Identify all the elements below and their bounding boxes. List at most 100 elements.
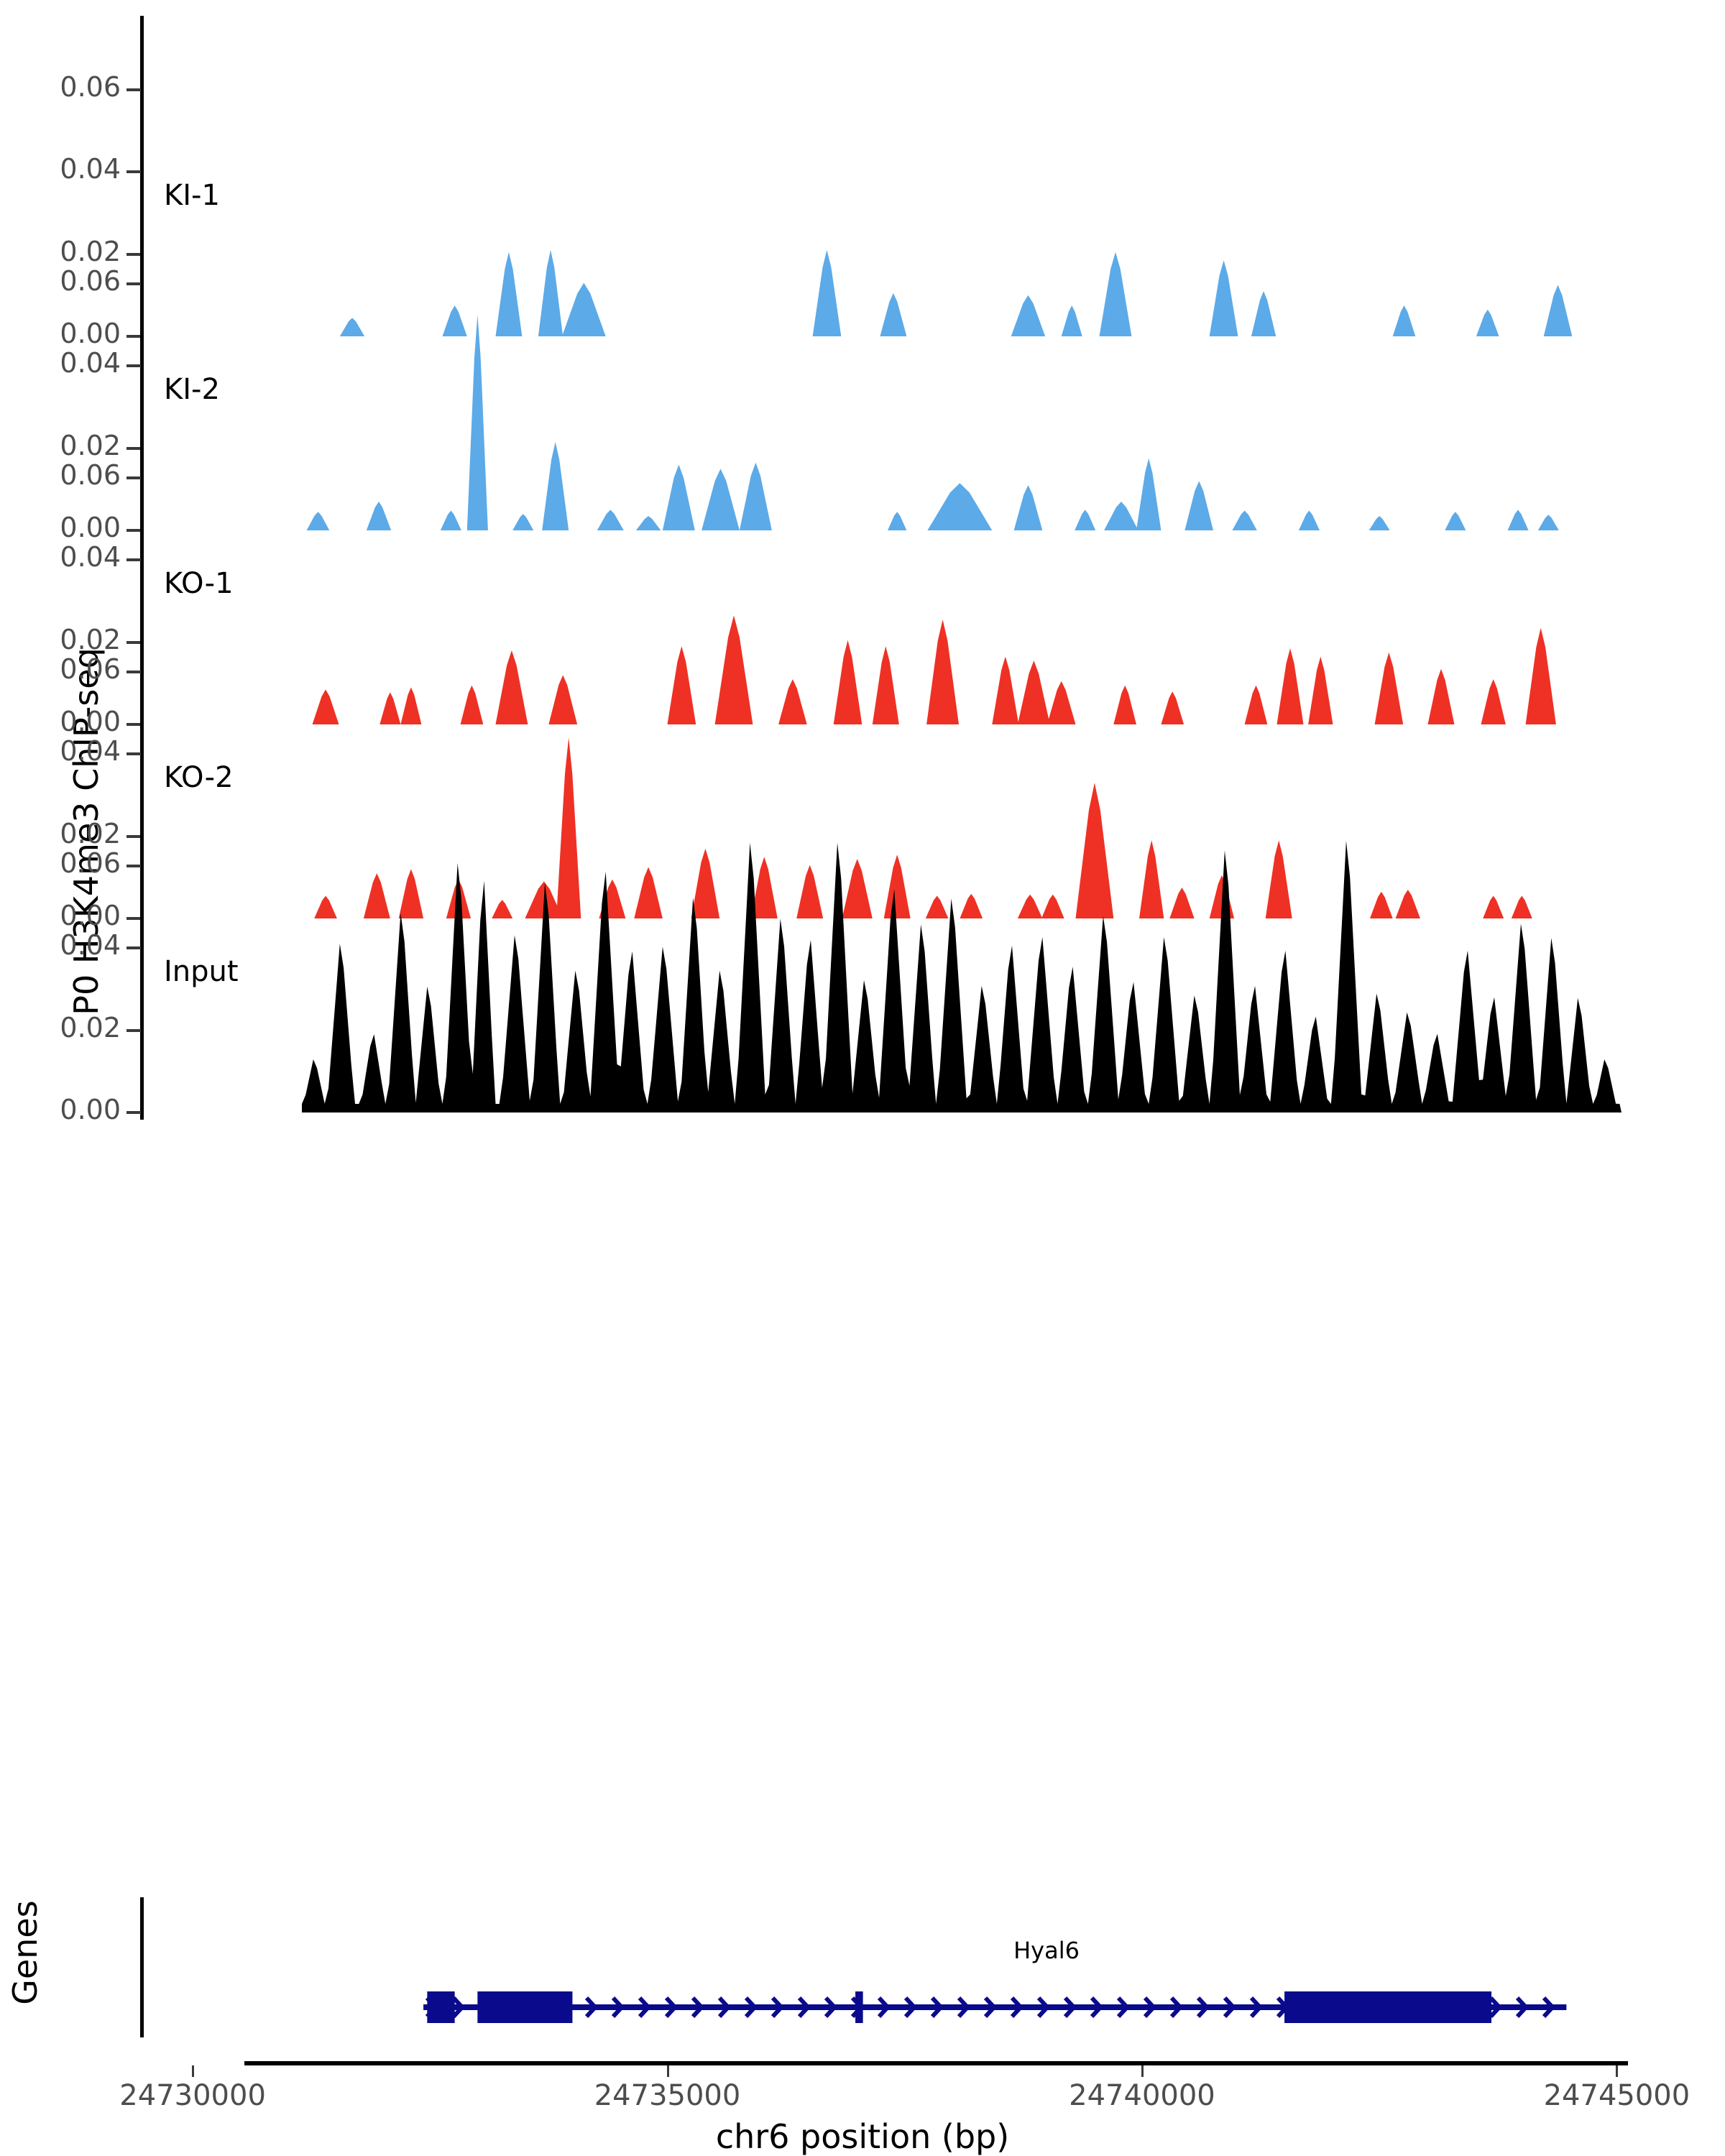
signal-peak-ki-2-23 (1537, 515, 1559, 530)
signal-peak-ko-2-19 (1139, 840, 1164, 918)
signal-peak-ko-1-10 (872, 646, 899, 724)
track-label-ko-2: KO-2 (164, 760, 234, 794)
strand-arrow-icon (983, 1996, 998, 2019)
track-label-ki-2: KI-2 (164, 372, 220, 406)
strand-arrow-icon (744, 1996, 758, 2019)
y-tick-ki-2-0 (126, 529, 141, 532)
signal-peak-ki-2-15 (1104, 502, 1138, 530)
signal-peak-ki-1-0 (339, 318, 365, 336)
gene-exon-1 (477, 1991, 573, 2023)
signal-peak-ko-2-6 (556, 737, 581, 918)
signal-peak-ki-1-10 (1209, 260, 1238, 336)
genes-track-panel: Hyal6 (0, 1890, 1725, 2055)
signal-peak-ko-1-21 (1427, 668, 1455, 724)
signal-peak-ko-2-12 (842, 859, 873, 918)
y-tick-label-ki-1-2: 0.04 (60, 153, 121, 185)
gene-exon-3 (1284, 1991, 1492, 2023)
signal-peak-ko-1-0 (312, 689, 339, 724)
strand-arrow-icon (1116, 1996, 1131, 2019)
signal-peak-ki-2-9 (702, 469, 740, 530)
signal-peak-ki-1-7 (1011, 295, 1046, 336)
signal-peak-ki-1-14 (1543, 285, 1573, 336)
y-axis-spine-ko-2 (140, 598, 144, 926)
y-tick-label-input-3: 0.06 (60, 847, 121, 879)
signal-peak-ko-2-9 (691, 848, 720, 918)
y-tick-ki-1-2 (126, 170, 141, 174)
y-tick-label-ko-1-2: 0.04 (60, 541, 121, 573)
y-tick-input-3 (126, 864, 141, 867)
x-tick-label-0: 24730000 (119, 2079, 266, 2112)
strand-arrow-icon (1036, 1996, 1051, 2019)
y-tick-ko-2-1 (126, 834, 141, 838)
strand-arrow-icon (1542, 1996, 1556, 2019)
strand-arrow-icon (1515, 1996, 1530, 2019)
signal-peak-ki-2-11 (888, 512, 907, 530)
signal-peak-ki-2-3 (466, 314, 488, 530)
y-tick-label-ko-2-0: 0.00 (60, 900, 121, 931)
y-tick-ki-1-0 (126, 335, 141, 338)
signal-peak-ko-1-13 (1017, 660, 1050, 724)
signal-peak-ko-1-22 (1481, 679, 1506, 724)
signal-peak-ki-2-4 (512, 514, 534, 530)
signal-peak-ko-1-8 (778, 679, 807, 724)
signal-peak-ko-2-18 (1075, 783, 1114, 918)
strand-arrow-icon (1010, 1996, 1024, 2019)
x-tick-label-2: 24740000 (1069, 2079, 1215, 2112)
strand-arrow-icon (1489, 1996, 1503, 2019)
signal-area-input (302, 840, 1622, 1112)
signal-peak-ki-2-21 (1445, 512, 1466, 530)
y-tick-ki-2-2 (126, 364, 141, 368)
signal-track-ki-2 (0, 210, 1725, 540)
signal-peak-ki-1-4 (561, 282, 606, 336)
gene-name-label: Hyal6 (1013, 1937, 1080, 1964)
x-tick-label-3: 24745000 (1543, 2079, 1690, 2112)
signal-peak-ko-1-4 (495, 650, 528, 724)
y-tick-ko-1-2 (126, 558, 141, 562)
track-label-ko-1: KO-1 (164, 566, 234, 600)
strand-arrow-icon (584, 1996, 599, 2019)
strand-arrow-icon (611, 1996, 625, 2019)
y-tick-ki-2-3 (126, 282, 141, 285)
signal-peak-ki-1-8 (1061, 305, 1082, 336)
signal-peak-ki-2-8 (662, 464, 695, 530)
strand-arrow-icon (638, 1996, 652, 2019)
signal-peak-ko-2-10 (750, 857, 778, 918)
y-tick-label-ki-1-3: 0.06 (60, 70, 121, 103)
signal-peak-ko-2-24 (1395, 890, 1420, 918)
y-tick-label-ko-2-1: 0.02 (60, 817, 121, 849)
y-tick-label-ko-2-2: 0.04 (60, 735, 121, 768)
track-label-input: Input (164, 954, 239, 988)
signal-peak-ko-1-5 (548, 675, 578, 724)
strand-arrow-icon (1090, 1996, 1104, 2019)
strand-arrow-icon (930, 1996, 944, 2019)
x-tick-2 (1141, 2065, 1144, 2077)
signal-peak-ko-2-20 (1169, 888, 1195, 918)
x-axis-title: chr6 position (bp) (715, 2117, 1010, 2156)
y-tick-label-ko-1-0: 0.00 (60, 706, 121, 737)
y-axis-spine-ko-1 (140, 404, 144, 732)
signal-peak-ko-1-6 (667, 646, 696, 724)
signal-track-input (0, 791, 1725, 1123)
signal-peak-ki-2-6 (597, 510, 624, 530)
gene-model-svg (423, 1991, 1567, 2023)
signal-peak-ki-1-1 (442, 305, 467, 336)
signal-peak-ko-1-7 (714, 615, 753, 724)
signal-peak-ko-2-17 (1041, 894, 1064, 918)
x-tick-3 (1616, 2065, 1619, 2077)
signal-peak-ko-1-19 (1308, 656, 1333, 724)
strand-arrow-icon (903, 1996, 918, 2019)
y-axis-spine-input (140, 791, 144, 1120)
signal-peak-ki-2-5 (542, 442, 569, 530)
signal-peak-ko-1-23 (1525, 627, 1556, 724)
signal-peak-ko-2-25 (1483, 895, 1504, 918)
y-tick-ko-2-2 (126, 752, 141, 756)
strand-arrow-icon (824, 1996, 838, 2019)
signal-peak-ko-1-17 (1244, 685, 1268, 724)
strand-arrow-icon (1196, 1996, 1210, 2019)
signal-peak-ko-2-16 (1017, 894, 1043, 918)
signal-peak-ko-2-13 (883, 854, 911, 918)
signal-peak-ko-2-23 (1370, 891, 1393, 918)
signal-track-ko-1 (0, 404, 1725, 734)
y-axis-spine-ki-2 (140, 210, 144, 538)
signal-peak-ki-2-0 (306, 512, 330, 530)
